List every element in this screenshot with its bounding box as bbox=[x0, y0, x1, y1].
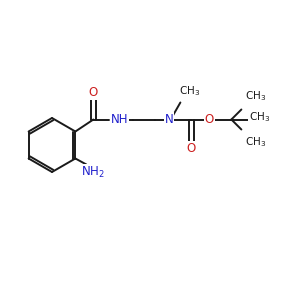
Text: CH$_3$: CH$_3$ bbox=[179, 85, 200, 98]
Text: O: O bbox=[187, 142, 196, 155]
Text: CH$_3$: CH$_3$ bbox=[245, 136, 266, 149]
Text: CH$_3$: CH$_3$ bbox=[249, 111, 270, 124]
Text: NH: NH bbox=[111, 113, 128, 126]
Text: CH$_3$: CH$_3$ bbox=[245, 90, 266, 104]
Text: O: O bbox=[205, 113, 214, 126]
Text: N: N bbox=[165, 113, 174, 126]
Text: O: O bbox=[89, 86, 98, 99]
Text: NH$_2$: NH$_2$ bbox=[82, 165, 105, 180]
